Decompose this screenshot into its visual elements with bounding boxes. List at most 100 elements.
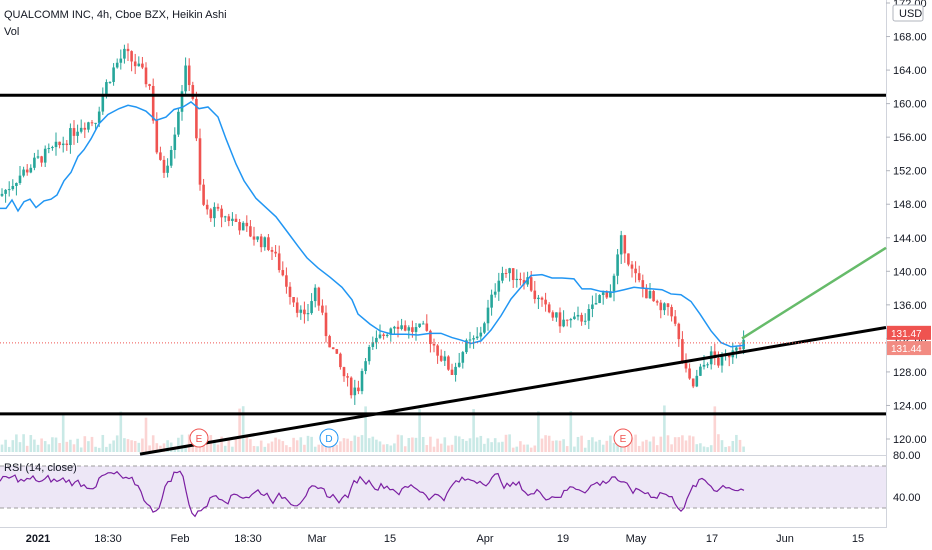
time-tick-label: 15 [852,533,864,545]
candle-body [706,364,709,366]
volume-bar [79,447,83,452]
price-tick-label: 164.00 [893,65,927,77]
candle-body [684,361,688,369]
volume-bar [677,437,681,452]
candle-body [396,326,400,329]
volume-bar [414,437,418,452]
candle-body [681,339,684,362]
candle-body [295,302,299,313]
candle-body [303,309,306,315]
volume-bar [47,444,51,452]
candle-body [54,141,58,148]
volume-bar [641,441,645,452]
candle-body [623,235,627,254]
candle-body [65,143,69,146]
volume-bar [735,434,738,452]
volume-bar [346,438,349,452]
candle-body [335,349,339,354]
volume-bar [15,434,18,452]
volume-bar [94,446,97,452]
volume-bar [159,445,162,452]
volume-bar [569,411,573,452]
candle-body [493,291,497,295]
candle-body [231,218,234,221]
candle-body [432,343,436,346]
volume-bar [198,443,202,452]
volume-bar [69,439,72,452]
candle-body [573,316,576,320]
candle-body [321,305,324,313]
volume-bar [515,446,519,452]
volume-bar [51,437,54,452]
volume-bar [256,446,259,452]
candle-body [105,82,108,95]
event-marker-d [319,428,339,448]
candles [0,43,745,405]
candle-body [40,156,43,163]
volume-bar [11,440,15,452]
volume-bar [598,439,601,452]
candle-body [346,376,349,378]
candle-body [313,287,317,302]
candle-body [11,185,15,190]
candle-body [447,356,450,370]
volume-bar [288,447,292,452]
volume-bar [706,447,709,452]
volume-bar [573,446,576,452]
candle-body [655,301,659,303]
volume-bar [119,411,123,452]
candle-body [403,325,407,331]
volume-bar [486,438,490,452]
volume-bar [40,438,43,452]
volume-bar [681,435,684,452]
candle-body [155,120,159,153]
volume-bar [87,441,90,452]
candle-body [130,51,133,62]
candle-body [637,273,641,281]
volume-bar [447,445,450,452]
candle-body [385,334,389,336]
volume-bar [587,439,591,452]
candle-body [727,354,731,358]
candle-body [263,237,267,248]
candle-body [461,352,465,363]
volume-bar [18,442,22,452]
rising-trendline [139,326,887,456]
candle-body [616,254,619,276]
candle-body [112,67,115,82]
volume-bar [389,445,393,452]
candle-body [108,81,112,83]
price-tick-label: 124.00 [893,400,927,412]
candle-body [540,297,544,300]
volume-bar [501,441,504,452]
volume-bar [360,435,364,452]
volume-bar [216,444,220,452]
volume-bar [101,434,105,452]
candle-body [328,336,331,348]
candle-body [508,268,511,274]
volume-bar [313,446,317,452]
volume-bar [245,435,249,452]
volume-bar [717,434,720,452]
time-tick-label: May [626,533,647,545]
time-tick-label: 17 [706,533,718,545]
volume-bar [162,443,166,452]
candle-body [555,312,558,318]
volume-bar [267,443,270,452]
volume-bar [141,438,144,452]
candle-body [169,150,173,166]
candle-body [25,169,29,173]
candle-body [133,61,137,67]
volume-bar [7,446,11,452]
candle-body [69,128,72,146]
volume-bar [475,437,479,452]
volume-bar [511,447,515,452]
candle-body [691,378,695,387]
candle-body [285,275,288,287]
volume-bar [454,435,457,452]
candle-body [83,127,87,130]
candle-body [425,323,429,331]
price-tick-label: 156.00 [893,132,927,144]
candle-body [735,347,738,351]
